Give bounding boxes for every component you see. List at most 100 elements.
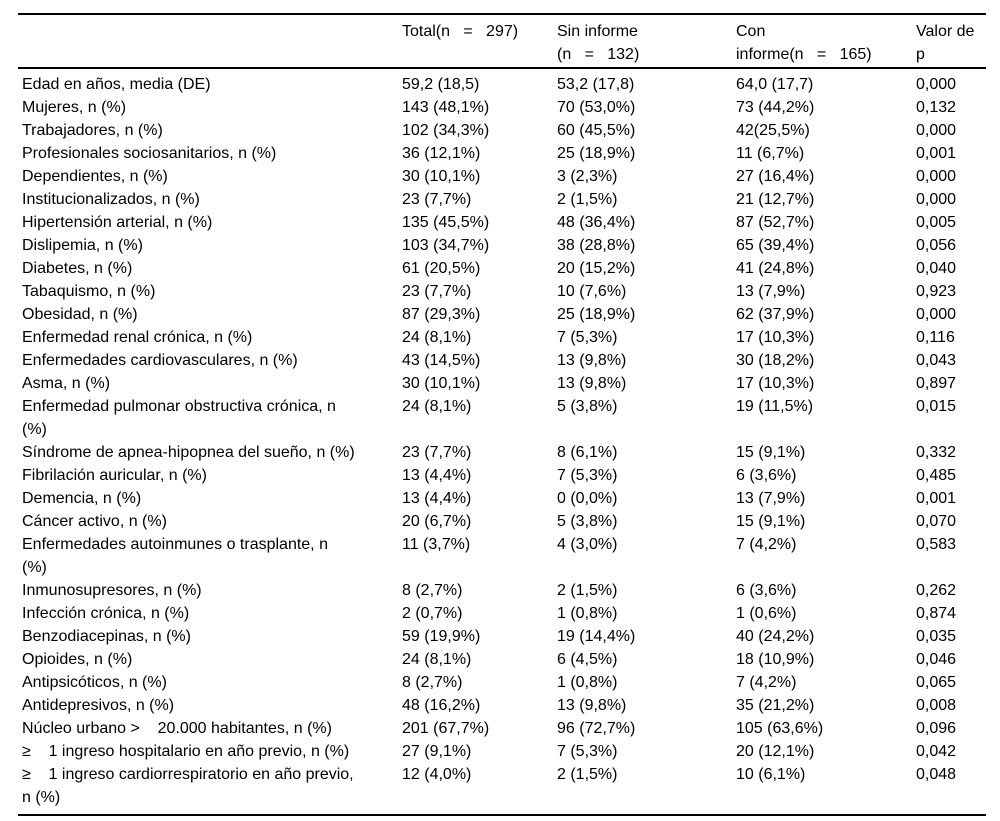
row-label: Diabetes, n (%) <box>22 260 133 277</box>
cell-total: 30 (10,1%) <box>402 375 481 392</box>
cell-valor-p: 0,070 <box>916 513 957 530</box>
cell-valor-p: 0,005 <box>916 214 957 231</box>
cell-sin-informe: 4 (3,0%) <box>557 536 618 553</box>
cell-total: 11 (3,7%) <box>402 536 471 553</box>
table-row: Enfermedades autoinmunes o trasplante, n… <box>18 533 986 579</box>
row-label: Enfermedad pulmonar obstructiva crónica,… <box>22 398 336 438</box>
cell-valor-p: 0,000 <box>916 306 957 323</box>
cell-sin-informe: 96 (72,7%) <box>557 720 636 737</box>
row-label: Infección crónica, n (%) <box>22 605 190 622</box>
row-label: Profesionales sociosanitarios, n (%) <box>22 145 277 162</box>
cell-sin-informe: 5 (3,8%) <box>557 513 618 530</box>
table-row: Antidepresivos, n (%) 48 (16,2%) 13 (9,8%)… <box>18 694 986 717</box>
cell-con-informe: 35 (21,2%) <box>736 697 815 714</box>
cell-sin-informe: 6 (4,5%) <box>557 651 618 668</box>
table-row: Dependientes, n (%) 30 (10,1%) 3 (2,3%) 27 … <box>18 165 986 188</box>
row-label: Obesidad, n (%) <box>22 306 138 323</box>
cell-sin-informe: 7 (5,3%) <box>557 329 618 346</box>
cell-con-informe: 42(25,5%) <box>736 122 810 139</box>
row-label: Tabaquismo, n (%) <box>22 283 156 300</box>
cell-valor-p: 0,116 <box>916 329 955 346</box>
cell-con-informe: 13 (7,9%) <box>736 283 806 300</box>
header-con-informe-column: Con informe(n = 165) <box>736 14 916 69</box>
row-label: Edad en años, media (DE) <box>22 76 211 93</box>
cell-con-informe: 64,0 (17,7) <box>736 76 814 93</box>
cell-con-informe: 6 (3,6%) <box>736 582 797 599</box>
document-page: Total(n = 297) Sin informe (n = 132) Con… <box>18 13 986 816</box>
cell-total: 20 (6,7%) <box>402 513 472 530</box>
cell-total: 24 (8,1%) <box>402 329 472 346</box>
cell-total: 30 (10,1%) <box>402 168 481 185</box>
row-label: Enfermedad renal crónica, n (%) <box>22 329 253 346</box>
cell-sin-informe: 2 (1,5%) <box>557 191 618 208</box>
cell-con-informe: 73 (44,2%) <box>736 99 815 116</box>
table-row: Fibrilación auricular, n (%) 13 (4,4%) 7 (… <box>18 464 986 487</box>
table-row: Cáncer activo, n (%) 20 (6,7%) 5 (3,8%) 15 … <box>18 510 986 533</box>
cell-con-informe: 87 (52,7%) <box>736 214 815 231</box>
cell-con-informe: 18 (10,9%) <box>736 651 815 668</box>
table-header: Total(n = 297) Sin informe (n = 132) Con… <box>18 14 986 69</box>
cell-total: 2 (0,7%) <box>402 605 463 622</box>
cell-con-informe: 11 (6,7%) <box>736 145 805 162</box>
cell-sin-informe: 5 (3,8%) <box>557 398 618 415</box>
cell-con-informe: 17 (10,3%) <box>736 329 815 346</box>
cell-total: 23 (7,7%) <box>402 283 472 300</box>
row-label: Inmunosupresores, n (%) <box>22 582 202 599</box>
cell-valor-p: 0,008 <box>916 697 957 714</box>
cell-total: 27 (9,1%) <box>402 743 472 760</box>
cell-sin-informe: 60 (45,5%) <box>557 122 636 139</box>
cell-valor-p: 0,583 <box>916 536 957 553</box>
table-row: Obesidad, n (%) 87 (29,3%) 25 (18,9%) 62 (3… <box>18 303 986 326</box>
cell-valor-p: 0,043 <box>916 352 957 369</box>
cell-con-informe: 41 (24,8%) <box>736 260 815 277</box>
cell-sin-informe: 7 (5,3%) <box>557 467 618 484</box>
cell-total: 23 (7,7%) <box>402 191 472 208</box>
cell-con-informe: 1 (0,6%) <box>736 605 797 622</box>
cell-total: 48 (16,2%) <box>402 697 481 714</box>
row-label: Dislipemia, n (%) <box>22 237 143 254</box>
table-row: Infección crónica, n (%) 2 (0,7%) 1 (0,8%)… <box>18 602 986 625</box>
cell-sin-informe: 25 (18,9%) <box>557 145 636 162</box>
cell-valor-p: 0,042 <box>916 743 957 760</box>
cell-valor-p: 0,015 <box>916 398 957 415</box>
cell-valor-p: 0,001 <box>916 145 957 162</box>
cell-total: 12 (4,0%) <box>402 766 472 783</box>
cell-sin-informe: 8 (6,1%) <box>557 444 618 461</box>
cell-total: 143 (48,1%) <box>402 99 490 116</box>
cell-con-informe: 19 (11,5%) <box>736 398 814 415</box>
cell-valor-p: 0,035 <box>916 628 957 645</box>
row-label: Enfermedades cardiovasculares, n (%) <box>22 352 298 369</box>
table-row: Enfermedad renal crónica, n (%) 24 (8,1%)… <box>18 326 986 349</box>
cell-total: 103 (34,7%) <box>402 237 490 254</box>
row-label: Antipsicóticos, n (%) <box>22 674 167 691</box>
cell-total: 8 (2,7%) <box>402 582 463 599</box>
cell-total: 23 (7,7%) <box>402 444 472 461</box>
row-label: Benzodiacepinas, n (%) <box>22 628 191 645</box>
row-label: Asma, n (%) <box>22 375 111 392</box>
cell-valor-p: 0,897 <box>916 375 957 392</box>
row-label: Opioides, n (%) <box>22 651 133 668</box>
patient-characteristics-table: Total(n = 297) Sin informe (n = 132) Con… <box>18 13 986 816</box>
cell-valor-p: 0,262 <box>916 582 957 599</box>
cell-con-informe: 27 (16,4%) <box>736 168 815 185</box>
cell-sin-informe: 1 (0,8%) <box>557 674 618 691</box>
cell-con-informe: 6 (3,6%) <box>736 467 797 484</box>
cell-total: 61 (20,5%) <box>402 260 481 277</box>
cell-total: 13 (4,4%) <box>402 467 472 484</box>
cell-total: 24 (8,1%) <box>402 651 472 668</box>
table-row: Núcleo urbano > 20.000 habitantes, n (%)… <box>18 717 986 740</box>
cell-valor-p: 0,000 <box>916 76 957 93</box>
table-row: Enfermedad pulmonar obstructiva crónica,… <box>18 395 986 441</box>
cell-con-informe: 105 (63,6%) <box>736 720 824 737</box>
cell-valor-p: 0,065 <box>916 674 957 691</box>
cell-sin-informe: 20 (15,2%) <box>557 260 636 277</box>
table-row: Edad en años, media (DE) 59,2 (18,5) 53,2 … <box>18 68 986 96</box>
header-row: Total(n = 297) Sin informe (n = 132) Con… <box>18 14 986 69</box>
header-sin-informe-column: Sin informe (n = 132) <box>557 14 736 69</box>
table-row: Antipsicóticos, n (%) 8 (2,7%) 1 (0,8%) 7 (… <box>18 671 986 694</box>
row-label: Enfermedades autoinmunes o trasplante, n… <box>22 536 328 576</box>
cell-con-informe: 62 (37,9%) <box>736 306 815 323</box>
cell-valor-p: 0,332 <box>916 444 957 461</box>
table-row: Benzodiacepinas, n (%) 59 (19,9%) 19 (14,4… <box>18 625 986 648</box>
cell-con-informe: 40 (24,2%) <box>736 628 815 645</box>
